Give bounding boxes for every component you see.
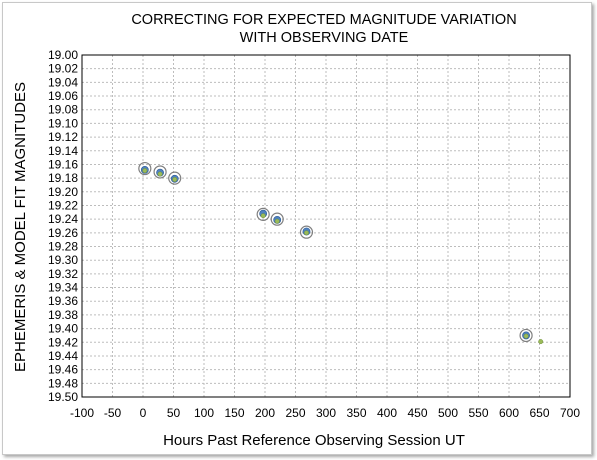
measured-point [299,225,314,239]
y-tick-label: 19.02 [48,62,78,76]
x-tick-label: 350 [346,406,366,420]
x-tick-label: 200 [255,406,275,420]
data-points [138,161,544,345]
y-tick-label: 19.26 [48,226,78,240]
measured-point [153,165,167,179]
y-tick-label: 19.14 [48,144,78,158]
model-fit-point [157,171,163,177]
y-tick-label: 19.00 [48,48,78,62]
measured-point [168,171,182,185]
measured-point [138,161,152,176]
y-tick-label: 19.20 [48,185,78,199]
y-tick-label: 19.18 [48,171,78,185]
y-tick-label: 19.12 [48,130,78,144]
x-tick-label: 700 [560,406,580,420]
y-tick-label: 19.50 [48,390,78,404]
chart-title-line-1: CORRECTING FOR EXPECTED MAGNITUDE VARIAT… [131,12,516,28]
x-tick-label: 0 [140,406,147,420]
y-tick-label: 19.04 [48,75,78,89]
y-tick-label: 19.10 [48,116,78,130]
x-axis-label: Hours Past Reference Observing Session U… [163,432,465,449]
chart-frame [2,2,592,455]
x-tick-label: 250 [285,406,305,420]
x-tick-label: 450 [407,406,427,420]
chart-title-line-2: WITH OBSERVING DATE [240,30,409,46]
y-tick-label: 19.30 [48,253,78,267]
model-fit-point [172,177,178,182]
model-fit-point [304,230,309,236]
x-tick-label: 150 [224,406,244,420]
y-tick-label: 19.42 [48,335,78,349]
y-tick-label: 19.40 [48,322,78,336]
x-tick-label: -100 [70,406,94,420]
y-tick-label: 19.38 [48,308,78,322]
y-tick-label: 19.08 [48,103,78,117]
x-tick-label: 400 [377,406,397,420]
y-tick-label: 19.22 [48,198,78,212]
x-tick-label: 500 [438,406,458,420]
x-tick-label: 650 [529,406,549,420]
x-tick-label: 600 [499,406,519,420]
tick-labels: 19.0019.0219.0419.0619.0819.1019.1219.14… [48,48,580,420]
x-tick-label: 550 [468,406,488,420]
x-tick-label: -50 [104,406,122,420]
x-tick-label: 50 [167,406,181,420]
plot-area [81,54,571,398]
y-tick-label: 19.36 [48,294,78,308]
measured-point [256,207,270,221]
model-fit-point [142,168,148,174]
y-tick-label: 19.48 [48,376,78,390]
x-tick-label: 300 [316,406,336,420]
grid [81,54,571,398]
measured-point [270,212,284,226]
x-tick-label: 100 [194,406,214,420]
model-fit-point [523,333,529,339]
model-fit-point [538,339,544,345]
y-axis-label: EPHEMERIS & MODEL FIT MAGNITUDES [12,82,29,372]
model-fit-point [274,218,280,224]
y-tick-label: 19.16 [48,157,78,171]
y-tick-label: 19.32 [48,267,78,281]
y-tick-label: 19.24 [48,212,78,226]
y-tick-label: 19.34 [48,281,78,295]
model-fit-point [260,213,266,219]
y-tick-label: 19.44 [48,349,78,363]
y-tick-label: 19.06 [48,89,78,103]
y-tick-label: 19.46 [48,363,78,377]
measured-point [519,328,533,343]
y-tick-label: 19.28 [48,240,78,254]
